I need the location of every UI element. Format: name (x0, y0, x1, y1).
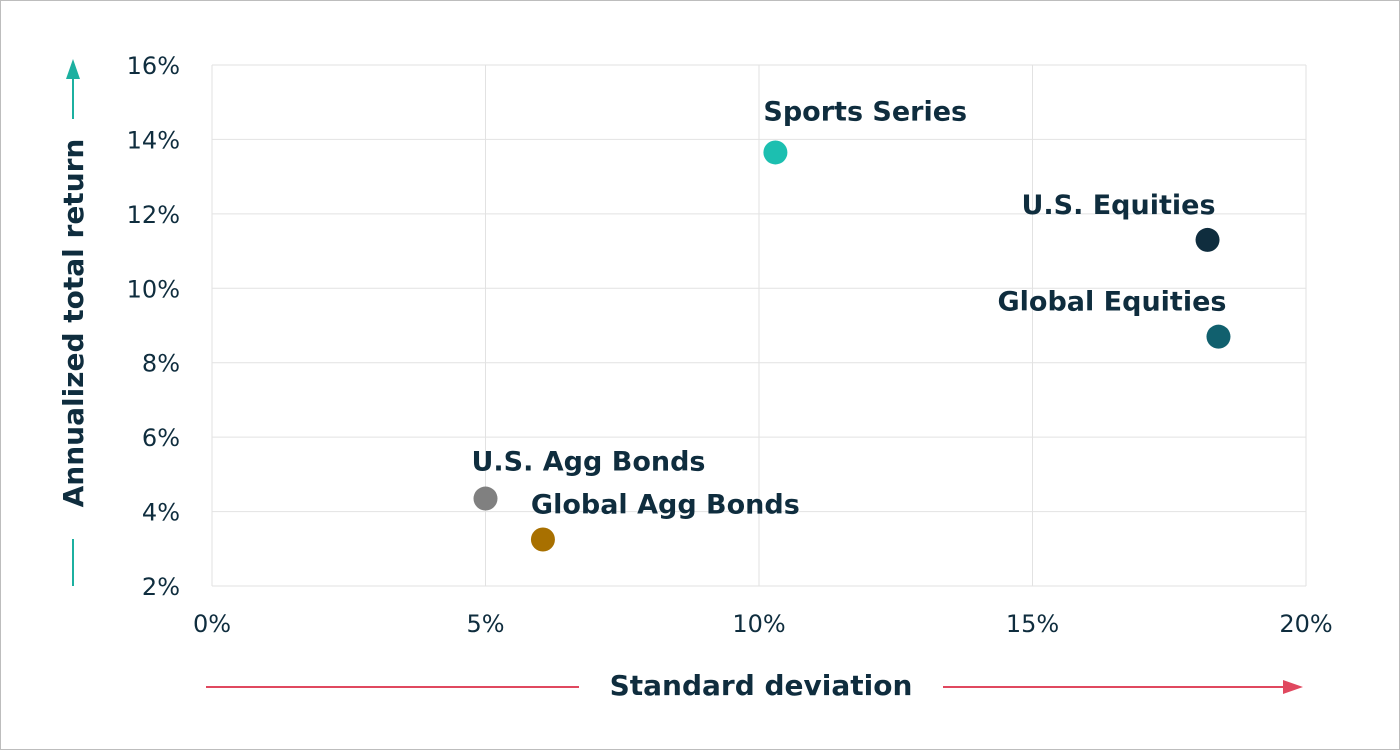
scatter-point (763, 140, 788, 165)
y-tick-label: 16% (127, 52, 180, 80)
point-label: Sports Series (763, 96, 967, 127)
x-tick-label: 0% (193, 610, 231, 638)
x-axis-title: Standard deviation (610, 669, 913, 702)
point-label: U.S. Equities (1021, 190, 1215, 221)
point-labels: Sports Series U.S. Equities Global Equitie… (472, 96, 1227, 520)
point-label: Global Agg Bonds (531, 489, 800, 520)
point-label: U.S. Agg Bonds (472, 447, 706, 478)
x-tick-label: 10% (732, 610, 785, 638)
x-tick-label: 5% (466, 610, 504, 638)
x-axis-title-group: Standard deviation (206, 669, 1303, 702)
y-axis-arrow-head (66, 59, 80, 79)
data-points (473, 140, 1231, 552)
x-axis-arrow-head (1283, 680, 1303, 694)
y-tick-label: 6% (142, 424, 180, 452)
y-tick-label: 8% (142, 350, 180, 378)
y-axis-title: Annualized total return (57, 139, 90, 508)
scatter-point (1206, 324, 1231, 349)
x-tick-label: 20% (1279, 610, 1332, 638)
y-tick-label: 14% (127, 126, 180, 154)
scatter-point (473, 486, 498, 511)
y-tick-label: 4% (142, 499, 180, 527)
grid-lines (211, 64, 1307, 587)
y-axis-title-group: Annualized total return (57, 59, 90, 586)
y-tick-label: 2% (142, 573, 180, 601)
scatter-point (1195, 227, 1220, 252)
point-label: Global Equities (998, 287, 1227, 318)
x-tick-label: 15% (1006, 610, 1059, 638)
scatter-point (530, 527, 555, 552)
tick-labels: 0% 5% 10% 15% 20% 2% 4% 6% 8% 10% 12% 14% 16% (127, 52, 1333, 638)
y-tick-label: 10% (127, 275, 180, 303)
y-tick-label: 12% (127, 201, 180, 229)
